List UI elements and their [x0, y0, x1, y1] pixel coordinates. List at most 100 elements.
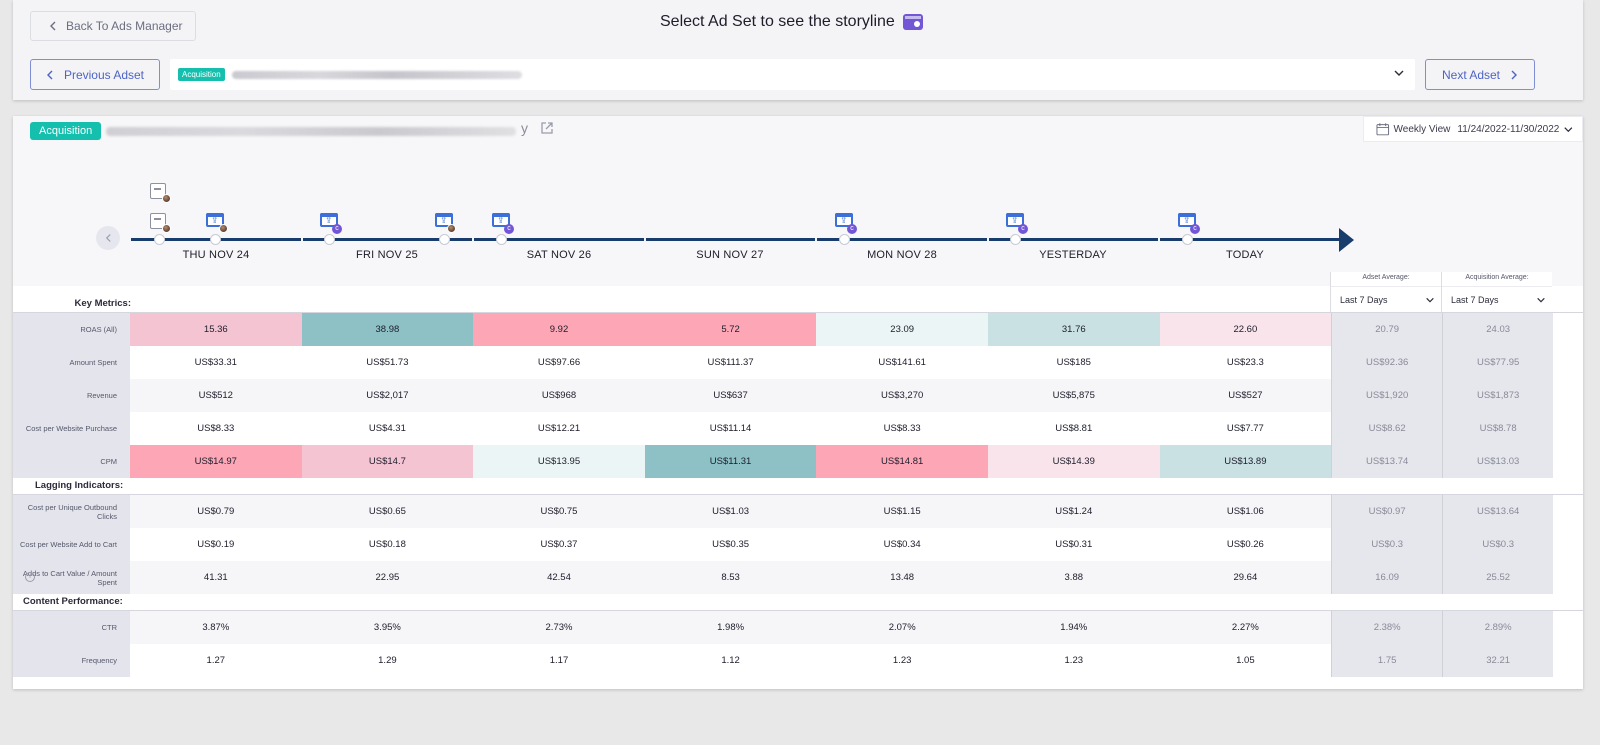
chevron-down-icon — [1537, 297, 1545, 302]
table-cell: US$1.24 — [987, 495, 1160, 528]
table-cell: US$13.95 — [473, 445, 645, 478]
table-cell: US$14.97 — [130, 445, 302, 478]
content-performance-heading: Content Performance: — [23, 596, 123, 607]
lagging-indicators-section: Lagging Indicators: — [13, 478, 1583, 494]
table-cell: US$2,017 — [301, 379, 474, 412]
table-cell: US$0.75 — [473, 495, 645, 528]
table-cell: US$7.77 — [1159, 412, 1332, 445]
creative-change-badge-icon: c — [1018, 224, 1028, 234]
table-cell: 9.92 — [473, 313, 645, 346]
acquisition-average-period-dropdown[interactable]: Last 7 Days — [1442, 286, 1552, 312]
table-cell: 1.94% — [987, 611, 1160, 644]
row-separator — [13, 494, 1583, 495]
table-cell: US$8.33 — [816, 412, 988, 445]
timeline-divider — [644, 237, 646, 242]
timeline-prev-button[interactable] — [96, 226, 120, 250]
creative-change-badge-icon: c — [1190, 224, 1200, 234]
external-link-icon[interactable] — [540, 121, 554, 135]
timeline-event-dot[interactable] — [210, 234, 221, 245]
table-cell: US$3,270 — [816, 379, 988, 412]
table-cell: 1.17 — [473, 644, 645, 677]
acquisition-average-cell: US$13.03 — [1442, 445, 1554, 478]
table-cell: US$14.81 — [816, 445, 988, 478]
adset-average-cell: 16.09 — [1331, 561, 1443, 594]
table-cell: US$12.21 — [473, 412, 645, 445]
adset-average-period-dropdown[interactable]: Last 7 Days — [1331, 286, 1441, 312]
storyline-icon[interactable] — [902, 14, 923, 30]
table-cell: US$11.31 — [644, 445, 817, 478]
table-cell: US$0.19 — [130, 528, 302, 561]
table-cell: US$33.31 — [130, 346, 302, 379]
timeline-event-dot[interactable] — [839, 234, 850, 245]
timeline-arrow-icon — [1339, 228, 1354, 252]
timeline-event-dot[interactable] — [324, 234, 335, 245]
table-cell: US$8.33 — [130, 412, 302, 445]
acquisition-average-cell: 2.89% — [1442, 611, 1554, 644]
timeline-event-dot[interactable] — [439, 234, 450, 245]
info-icon[interactable]: i — [25, 572, 35, 582]
table-cell: US$0.37 — [473, 528, 645, 561]
row-label: Frequency — [13, 644, 130, 677]
budget-change-event-icon[interactable] — [435, 213, 453, 227]
table-row-cost-per-outbound-click: Cost per Unique Outbound Clicks US$0.79 … — [13, 495, 1583, 528]
table-cell: 5.72 — [644, 313, 817, 346]
table-cell: 2.27% — [1159, 611, 1332, 644]
timeline-divider — [301, 237, 303, 242]
timeline-event-dot[interactable] — [1182, 234, 1193, 245]
acquisition-average-period: Last 7 Days — [1451, 294, 1499, 305]
table-cell: 3.88 — [987, 561, 1160, 594]
table-cell: US$0.35 — [644, 528, 817, 561]
acquisition-average-cell: US$0.3 — [1442, 528, 1554, 561]
chevron-left-icon — [50, 21, 56, 31]
budget-change-event-icon[interactable] — [206, 213, 224, 227]
table-cell: 1.98% — [644, 611, 817, 644]
row-label: ROAS (All) — [13, 313, 130, 346]
timeline-event-dot[interactable] — [154, 234, 165, 245]
table-cell: US$185 — [987, 346, 1160, 379]
chevron-down-icon — [1394, 70, 1404, 76]
next-adset-button[interactable]: Next Adset — [1425, 59, 1535, 90]
previous-adset-button[interactable]: Previous Adset — [30, 59, 160, 90]
table-cell: 1.29 — [301, 644, 474, 677]
timeline-event-dot[interactable] — [1010, 234, 1021, 245]
table-cell: US$23.3 — [1159, 346, 1332, 379]
row-label: i Adds to Cart Value / Amount Spent — [13, 561, 130, 594]
budget-change-event-icon[interactable] — [492, 213, 510, 227]
day-label: YESTERDAY — [1039, 249, 1107, 261]
table-cell: 1.27 — [130, 644, 302, 677]
budget-change-event-icon[interactable] — [1006, 213, 1024, 227]
table-cell: US$1.15 — [816, 495, 988, 528]
creative-change-badge-icon: c — [332, 224, 342, 234]
table-cell: 22.60 — [1159, 313, 1332, 346]
table-cell: US$14.7 — [301, 445, 474, 478]
key-metrics-heading: Key Metrics: — [74, 298, 132, 309]
weekly-view-dropdown[interactable]: Weekly View 11/24/2022-11/30/2022 — [1363, 116, 1583, 142]
back-to-ads-manager-button[interactable]: Back To Ads Manager — [30, 11, 196, 41]
table-cell: US$141.61 — [816, 346, 988, 379]
table-cell: US$14.39 — [987, 445, 1160, 478]
acquisition-average-header: Acquisition Average: Last 7 Days — [1441, 272, 1552, 312]
chevron-left-icon — [46, 70, 53, 79]
table-row-revenue: Revenue US$512 US$2,017 US$968 US$637 US… — [13, 379, 1583, 412]
table-cell: 1.05 — [1159, 644, 1332, 677]
table-row-roas: ROAS (All) 15.36 38.98 9.92 5.72 23.09 3… — [13, 313, 1583, 346]
table-cell: US$5,875 — [987, 379, 1160, 412]
adset-dropdown[interactable]: Acquisition — [170, 59, 1415, 90]
table-cell: US$51.73 — [301, 346, 474, 379]
avatar — [162, 194, 171, 203]
day-label: SUN NOV 27 — [696, 249, 764, 261]
table-cell: US$527 — [1159, 379, 1332, 412]
adset-name-redacted — [231, 70, 522, 79]
table-cell: 3.95% — [301, 611, 474, 644]
timeline-axis — [131, 238, 1339, 241]
budget-change-event-icon[interactable] — [320, 213, 338, 227]
timeline-divider — [815, 237, 817, 242]
table-cell: 2.07% — [816, 611, 988, 644]
budget-change-event-icon[interactable] — [835, 213, 853, 227]
budget-change-event-icon[interactable] — [1178, 213, 1196, 227]
timeline-event-dot[interactable] — [496, 234, 507, 245]
adset-average-header: Adset Average: Last 7 Days — [1330, 272, 1441, 312]
table-cell: 42.54 — [473, 561, 645, 594]
table-cell: US$1.03 — [644, 495, 817, 528]
storyline-panel: Acquisition y Weekly View 11/24/2022-11/… — [13, 116, 1583, 689]
